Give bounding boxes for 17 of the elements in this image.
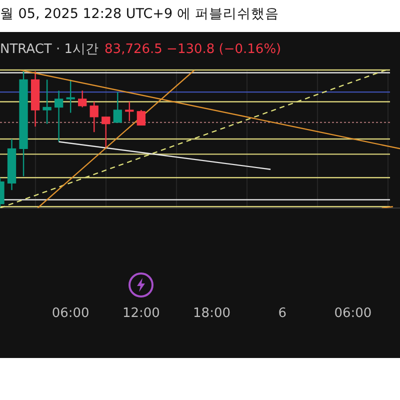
chart-subtitle: NTRACT · 1시간 [0, 42, 99, 57]
x-tick-label: 6 [278, 306, 286, 322]
candlestick [90, 101, 98, 133]
x-tick-label: 12:00 [122, 306, 160, 322]
candlestick [113, 91, 122, 124]
x-tick-label: 18:00 [193, 306, 230, 322]
candlestick [54, 90, 64, 142]
x-tick-label: 06:00 [334, 306, 372, 322]
chart-title: 월 05, 2025 12:28 UTC+9 에 퍼블리쉬했음 [0, 5, 280, 23]
candlestick [66, 79, 75, 114]
text: 83,726.5 −130.8 (−0.16%) [104, 42, 282, 57]
candlestick [78, 90, 87, 108]
candlestick [125, 101, 134, 122]
candlestick [102, 116, 110, 150]
x-tick-label: 06:00 [52, 306, 90, 322]
candlestick [136, 109, 146, 126]
candlestick [42, 79, 52, 124]
